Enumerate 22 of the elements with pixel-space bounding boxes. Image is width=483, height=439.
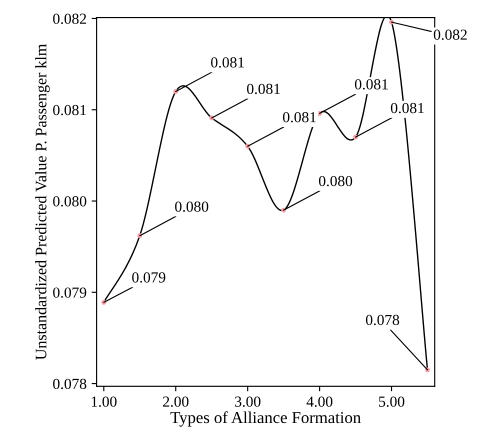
y-tick-label: 0.078 xyxy=(53,378,86,390)
x-tick-label: 5.00 xyxy=(379,396,404,407)
data-label: 0.081 xyxy=(354,79,388,90)
x-tick-label: 3.00 xyxy=(235,396,260,407)
data-label: 0.080 xyxy=(175,201,208,212)
data-label: 0.081 xyxy=(390,102,424,114)
data-label: 0.080 xyxy=(318,176,352,186)
y-tick-label: 0.082 xyxy=(53,14,86,24)
data-label: 0.079 xyxy=(132,272,166,283)
y-tick-label: 0.079 xyxy=(53,287,86,298)
data-label: 0.081 xyxy=(247,84,280,94)
data-label: 0.082 xyxy=(434,30,467,40)
data-label: 0.081 xyxy=(282,112,316,122)
y-tick-label: 0.081 xyxy=(53,104,86,116)
data-label: 0.081 xyxy=(211,57,244,68)
x-tick-label: 4.00 xyxy=(306,396,332,407)
x-axis-title: Types of Alliance Formation xyxy=(170,411,361,427)
x-tick-label: 1.00 xyxy=(92,396,117,407)
data-label: 0.078 xyxy=(366,314,400,326)
y-tick-label: 0.080 xyxy=(53,196,86,207)
x-tick-label: 2.00 xyxy=(163,396,189,407)
y-axis-title: Unstandardized Predicted Value P. Passenger klm xyxy=(35,44,50,360)
